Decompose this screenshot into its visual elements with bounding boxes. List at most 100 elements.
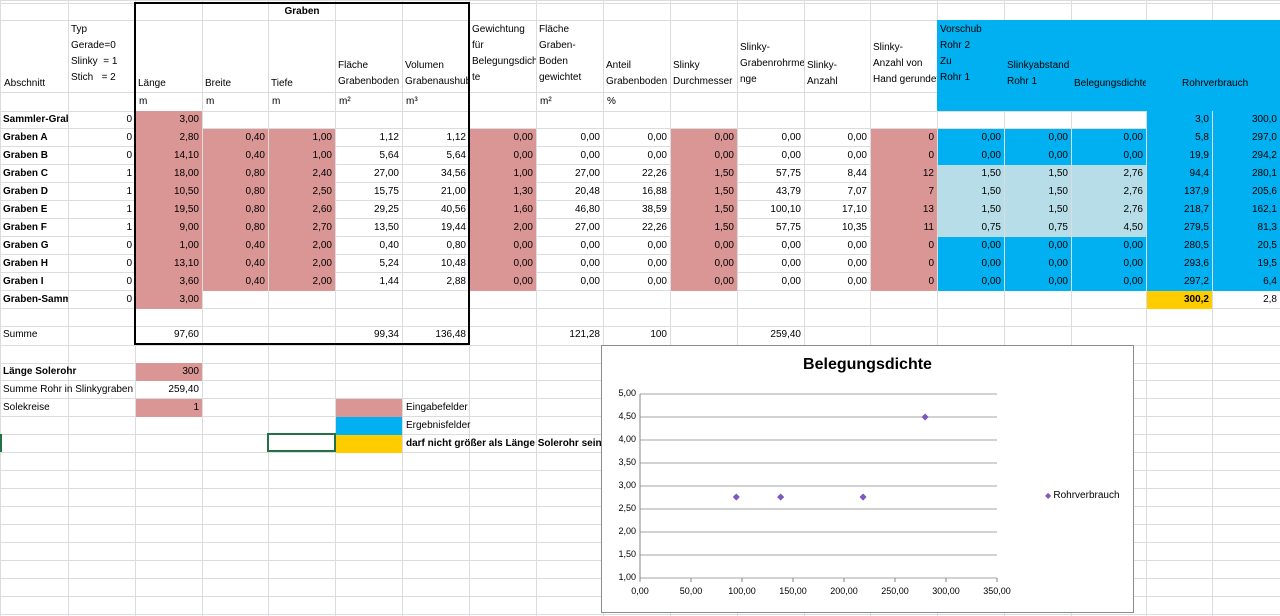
cell-sd[interactable]: 0,00 [671,129,737,147]
cell-sd[interactable]: 0,00 [671,237,737,255]
cell-sh[interactable]: 7 [871,183,937,201]
cell-rv[interactable]: 218,7 [1147,201,1212,219]
cell-sr[interactable] [738,291,804,309]
cell-flaeche[interactable]: 0,40 [379,240,399,251]
cell-v[interactable]: 0,75 [938,219,1004,237]
cell-rv2[interactable]: 294,2 [1213,147,1280,165]
solekreise-input[interactable]: 1 [136,399,202,417]
cell-breite[interactable]: 0,40 [203,273,268,291]
cell-sab[interactable]: 1,50 [1005,183,1071,201]
cell-rv[interactable]: 300,2 [1147,291,1212,309]
cell-sh[interactable] [871,111,937,129]
data-point[interactable] [859,493,867,501]
cell-rv2[interactable]: 2,8 [1263,294,1277,305]
cell-flaeche[interactable]: 15,75 [373,186,399,197]
cell-volumen[interactable]: 34,56 [440,168,466,179]
summe-flaeche[interactable]: 99,34 [373,329,399,340]
cell-sh[interactable]: 0 [871,255,937,273]
cell-sr[interactable]: 57,75 [775,168,801,179]
cell-sh[interactable]: 0 [871,273,937,291]
cell-typ[interactable]: 0 [126,294,132,305]
cell-gew[interactable]: 1,00 [470,165,536,183]
cell-gew[interactable] [470,111,536,129]
cell-fgew[interactable] [537,291,603,309]
cell-gew[interactable]: 0,00 [470,273,536,291]
cell-rv2[interactable]: 297,0 [1213,129,1280,147]
cell-bd[interactable]: 2,76 [1072,183,1146,201]
cell-fgew[interactable] [537,111,603,129]
cell-breite[interactable]: 0,40 [203,129,268,147]
cell-bd[interactable]: 0,00 [1072,129,1146,147]
cell-fgew[interactable]: 0,00 [580,150,600,161]
cell-fgew[interactable]: 0,00 [580,258,600,269]
cell-v[interactable]: 1,50 [938,183,1004,201]
cell-gew[interactable]: 0,00 [470,237,536,255]
row-name[interactable]: Graben I [3,276,44,287]
cell-tiefe[interactable]: 2,50 [269,183,335,201]
cell-sab[interactable]: 1,50 [1005,201,1071,219]
cell-bd[interactable]: 2,76 [1072,201,1146,219]
cell-rv2[interactable]: 205,6 [1213,183,1280,201]
cell-rv[interactable]: 3,0 [1147,111,1212,129]
cell-fgew[interactable]: 20,48 [574,186,600,197]
cell-v[interactable]: 0,00 [938,147,1004,165]
cell-gew[interactable]: 1,30 [470,183,536,201]
cell-sab[interactable] [1005,111,1071,129]
cell-tiefe[interactable]: 2,60 [269,201,335,219]
cell-gew[interactable]: 0,00 [470,129,536,147]
cell-sab[interactable]: 0,00 [1005,129,1071,147]
chart-legend[interactable]: ◆ Rohrverbrauch [1045,490,1120,501]
cell-sr[interactable]: 0,00 [781,132,801,143]
cell-v[interactable]: 1,50 [938,201,1004,219]
cell-rv[interactable]: 297,2 [1147,273,1212,291]
cell-sab[interactable]: 0,00 [1005,255,1071,273]
cell-volumen[interactable]: 0,80 [446,240,466,251]
cell-flaeche[interactable]: 13,50 [373,222,399,233]
cell-sr[interactable]: 0,00 [781,276,801,287]
laenge-solerohr-input[interactable]: 300 [136,363,202,381]
cell-volumen[interactable]: 2,88 [446,276,466,287]
cell-flaeche[interactable]: 1,44 [379,276,399,287]
cell-volumen[interactable]: 40,56 [440,204,466,215]
row-name[interactable]: Graben G [3,240,49,251]
cell-typ[interactable]: 0 [126,150,132,161]
cell-laenge[interactable]: 14,10 [136,147,202,165]
cell-laenge[interactable]: 1,00 [136,237,202,255]
cell-sd[interactable] [671,111,737,129]
cell-sa[interactable] [805,291,870,309]
cell-sab[interactable]: 0,00 [1005,237,1071,255]
cell-v[interactable]: 0,00 [938,255,1004,273]
cell-flaeche[interactable]: 27,00 [373,168,399,179]
cell-sd[interactable] [671,291,737,309]
cell-breite[interactable]: 0,80 [203,219,268,237]
cell-typ[interactable]: 0 [126,258,132,269]
cell-typ[interactable]: 0 [126,114,132,125]
cell-fgew[interactable]: 46,80 [574,204,600,215]
cell-sa[interactable]: 0,00 [847,150,867,161]
cell-v[interactable]: 0,00 [938,129,1004,147]
cell-tiefe[interactable]: 2,70 [269,219,335,237]
cell-breite[interactable]: 0,40 [203,255,268,273]
cell-bd[interactable]: 0,00 [1072,237,1146,255]
cell-anteil[interactable]: 0,00 [647,150,667,161]
cell-sd[interactable]: 1,50 [671,183,737,201]
cell-flaeche[interactable]: 1,12 [379,132,399,143]
row-name[interactable]: Graben E [3,204,48,215]
cell-bd[interactable]: 0,00 [1072,273,1146,291]
cell-gew[interactable]: 1,60 [470,201,536,219]
cell-breite[interactable]: 0,40 [203,237,268,255]
cell-bd[interactable]: 4,50 [1072,219,1146,237]
cell-volumen[interactable]: 10,48 [440,258,466,269]
cell-anteil[interactable] [604,291,670,309]
cell-typ[interactable]: 0 [126,132,132,143]
cell-breite[interactable]: 0,40 [203,147,268,165]
data-point[interactable] [777,493,785,501]
cell-sa[interactable]: 8,44 [847,168,867,179]
cell-bd[interactable]: 0,00 [1072,255,1146,273]
summe-slinky-rohr[interactable]: 259,40 [770,329,801,340]
cell-typ[interactable]: 1 [126,222,132,233]
cell-laenge[interactable]: 9,00 [136,219,202,237]
cell-laenge[interactable]: 3,60 [136,273,202,291]
cell-breite[interactable]: 0,80 [203,201,268,219]
